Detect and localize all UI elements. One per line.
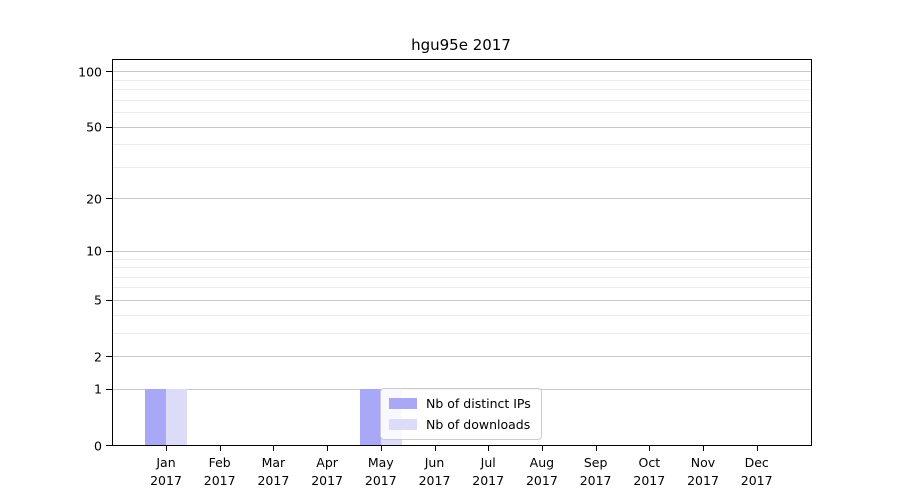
legend: Nb of distinct IPs Nb of downloads: [380, 388, 542, 440]
y-tick-label-100: 100: [78, 64, 102, 80]
x-tick-mark-apr: [327, 445, 329, 451]
x-tick-mark-oct: [649, 445, 651, 451]
y-tick-mark-2: [106, 356, 113, 357]
x-tick-label-sep: Sep 2017: [564, 454, 628, 490]
x-tick-year: 2017: [203, 473, 236, 489]
x-tick-year: 2017: [257, 473, 290, 489]
x-tick-month: May: [367, 455, 394, 470]
legend-label-distinct-ips: Nb of distinct IPs: [426, 396, 531, 411]
y-tick-label-5: 5: [94, 292, 102, 308]
y-tick-label-20: 20: [86, 191, 102, 207]
x-tick-label-jun: Jun 2017: [403, 454, 467, 490]
x-tick-mark-nov: [703, 445, 704, 451]
y-axis-ticks: 0 1 2 5 10 20 50 100: [78, 60, 811, 453]
gridline-major-y50: [113, 126, 811, 128]
x-tick-label-apr: Apr 2017: [295, 454, 359, 490]
gridline-minor-y9: [113, 258, 811, 260]
chart-title: hgu95e 2017: [411, 36, 511, 54]
legend-swatch-downloads-icon: [389, 419, 417, 430]
y-tick-label-0: 0: [94, 438, 102, 453]
x-axis-ticks: Jan 2017 Feb 2017 Mar 2017 Apr 2017 May 2017 Jun 20…: [113, 60, 811, 488]
y-tick-mark-10: [106, 250, 113, 252]
x-tick-month: Aug: [529, 455, 555, 470]
y-tick-label-2: 2: [94, 349, 102, 364]
gridline-major-y2: [113, 356, 811, 357]
legend-item-distinct-ips: Nb of distinct IPs: [389, 396, 531, 411]
x-tick-year: 2017: [150, 473, 182, 489]
x-tick-label-aug: Aug 2017: [510, 454, 574, 490]
gridline-minor-y40: [113, 144, 811, 146]
x-tick-mark-dec: [756, 445, 758, 451]
x-tick-label-mar: Mar 2017: [241, 454, 305, 490]
x-tick-month: Feb: [208, 455, 231, 470]
x-tick-mark-jul: [488, 445, 490, 451]
y-tick-mark-20: [106, 198, 113, 200]
x-tick-mark-jun: [434, 445, 436, 451]
legend-item-downloads: Nb of downloads: [389, 417, 531, 432]
y-tick-label-10: 10: [86, 243, 102, 259]
x-tick-year: 2017: [311, 473, 343, 489]
x-tick-year: 2017: [633, 473, 666, 489]
gridline-major-y100: [113, 71, 811, 73]
gridline-minor-y3: [113, 332, 811, 334]
x-tick-label-jan: Jan 2017: [134, 454, 198, 490]
x-tick-mark-feb: [219, 445, 221, 451]
y-tick-mark-100: [106, 71, 113, 73]
x-tick-year: 2017: [740, 473, 773, 489]
x-tick-month: Jul: [480, 455, 496, 470]
gridline-minor-y80: [113, 89, 811, 91]
x-tick-year: 2017: [364, 473, 397, 489]
x-tick-label-may: May 2017: [349, 454, 413, 490]
bar-jan-s1: [166, 388, 187, 445]
gridline-minor-y60: [113, 112, 811, 114]
gridline-major-y20: [113, 198, 811, 200]
x-tick-label-nov: Nov 2017: [671, 454, 735, 490]
gridline-minor-y4: [113, 314, 811, 316]
y-tick-label-50: 50: [86, 119, 102, 135]
x-tick-label-jul: Jul 2017: [456, 454, 520, 490]
x-tick-month: Mar: [261, 455, 286, 470]
x-tick-month: Apr: [316, 455, 338, 470]
gridline-major-y10: [113, 250, 811, 252]
bar-may-s0: [359, 388, 381, 445]
x-tick-mark-sep: [595, 445, 597, 451]
x-tick-label-dec: Dec 2017: [725, 454, 789, 490]
gridline-minor-y6: [113, 287, 811, 289]
x-tick-month: Nov: [690, 455, 716, 470]
x-tick-month: Dec: [744, 455, 769, 470]
x-tick-label-feb: Feb 2017: [188, 454, 252, 490]
x-tick-mark-aug: [541, 445, 543, 451]
x-tick-month: Sep: [583, 455, 608, 470]
y-tick-label-1: 1: [94, 381, 102, 397]
plot-area: 0 1 2 5 10 20 50 100 Jan 2017 Feb 2017 Mar 2017 Apr 20…: [78, 59, 812, 488]
legend-label-downloads: Nb of downloads: [426, 417, 531, 432]
y-tick-mark-50: [106, 126, 113, 128]
x-tick-year: 2017: [525, 473, 558, 489]
x-tick-year: 2017: [687, 473, 719, 489]
legend-swatch-distinct-ips-icon: [389, 398, 417, 409]
y-tick-mark-5: [106, 299, 113, 301]
x-tick-year: 2017: [418, 473, 451, 489]
x-tick-mark-jan: [166, 445, 167, 451]
x-tick-mark-may: [380, 445, 382, 451]
gridline-minor-y70: [113, 99, 811, 101]
gridline-major-y5: [113, 299, 811, 301]
x-tick-label-oct: Oct 2017: [617, 454, 681, 490]
y-tick-mark-1: [106, 388, 113, 390]
x-tick-year: 2017: [579, 473, 612, 489]
x-tick-month: Jan: [156, 455, 176, 470]
x-tick-mark-mar: [273, 445, 275, 451]
y-tick-mark-0: [106, 445, 113, 446]
x-tick-year: 2017: [472, 473, 505, 489]
gridline-minor-y8: [113, 267, 811, 268]
gridline-minor-y90: [113, 79, 811, 81]
gridline-minor-y30: [113, 166, 811, 168]
bar-jan-s0: [145, 388, 166, 445]
x-tick-month: Jun: [424, 455, 445, 470]
gridline-minor-y7: [113, 276, 811, 278]
x-tick-month: Oct: [638, 455, 661, 470]
